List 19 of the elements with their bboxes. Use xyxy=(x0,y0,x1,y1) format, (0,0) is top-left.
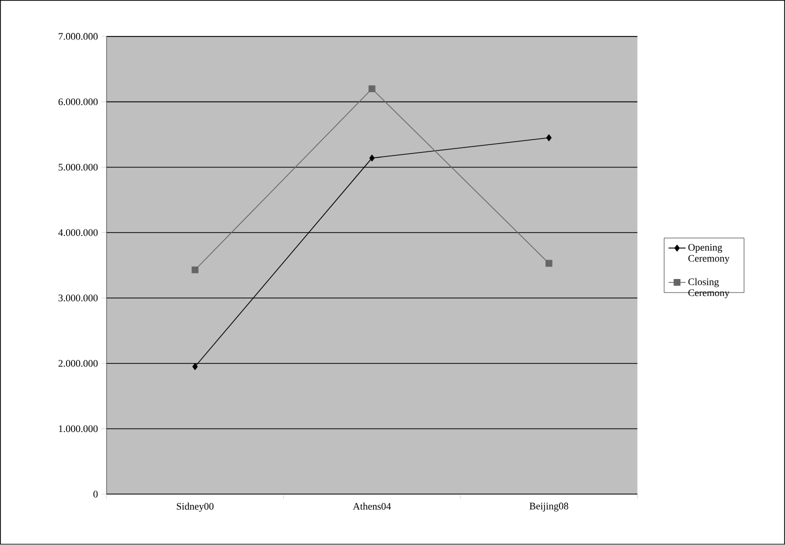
y-tick-label: 0 xyxy=(93,490,98,498)
legend-label: Closing Ceremony xyxy=(688,278,730,298)
point xyxy=(546,260,552,267)
point xyxy=(192,266,198,274)
y-tick-label: 5.000.000 xyxy=(58,164,98,171)
y-tick-label: 7.000.000 xyxy=(58,33,98,40)
y-tick-label: 6.000.000 xyxy=(58,98,98,106)
point xyxy=(369,154,375,162)
x-tick-label: Sidney00 xyxy=(176,502,214,512)
point xyxy=(192,363,198,370)
x-tick-label: Beijing08 xyxy=(530,502,568,512)
point xyxy=(368,86,376,92)
y-tick-label: 2.000.000 xyxy=(58,360,98,367)
y-tick-label: 4.000.000 xyxy=(58,229,98,236)
point xyxy=(546,134,552,142)
y-tick-label: 3.000.000 xyxy=(58,294,98,302)
legend-label: Opening Ceremony xyxy=(688,244,730,264)
x-tick-label: Athens04 xyxy=(352,502,391,510)
y-tick-label: 1.000.000 xyxy=(59,426,98,432)
